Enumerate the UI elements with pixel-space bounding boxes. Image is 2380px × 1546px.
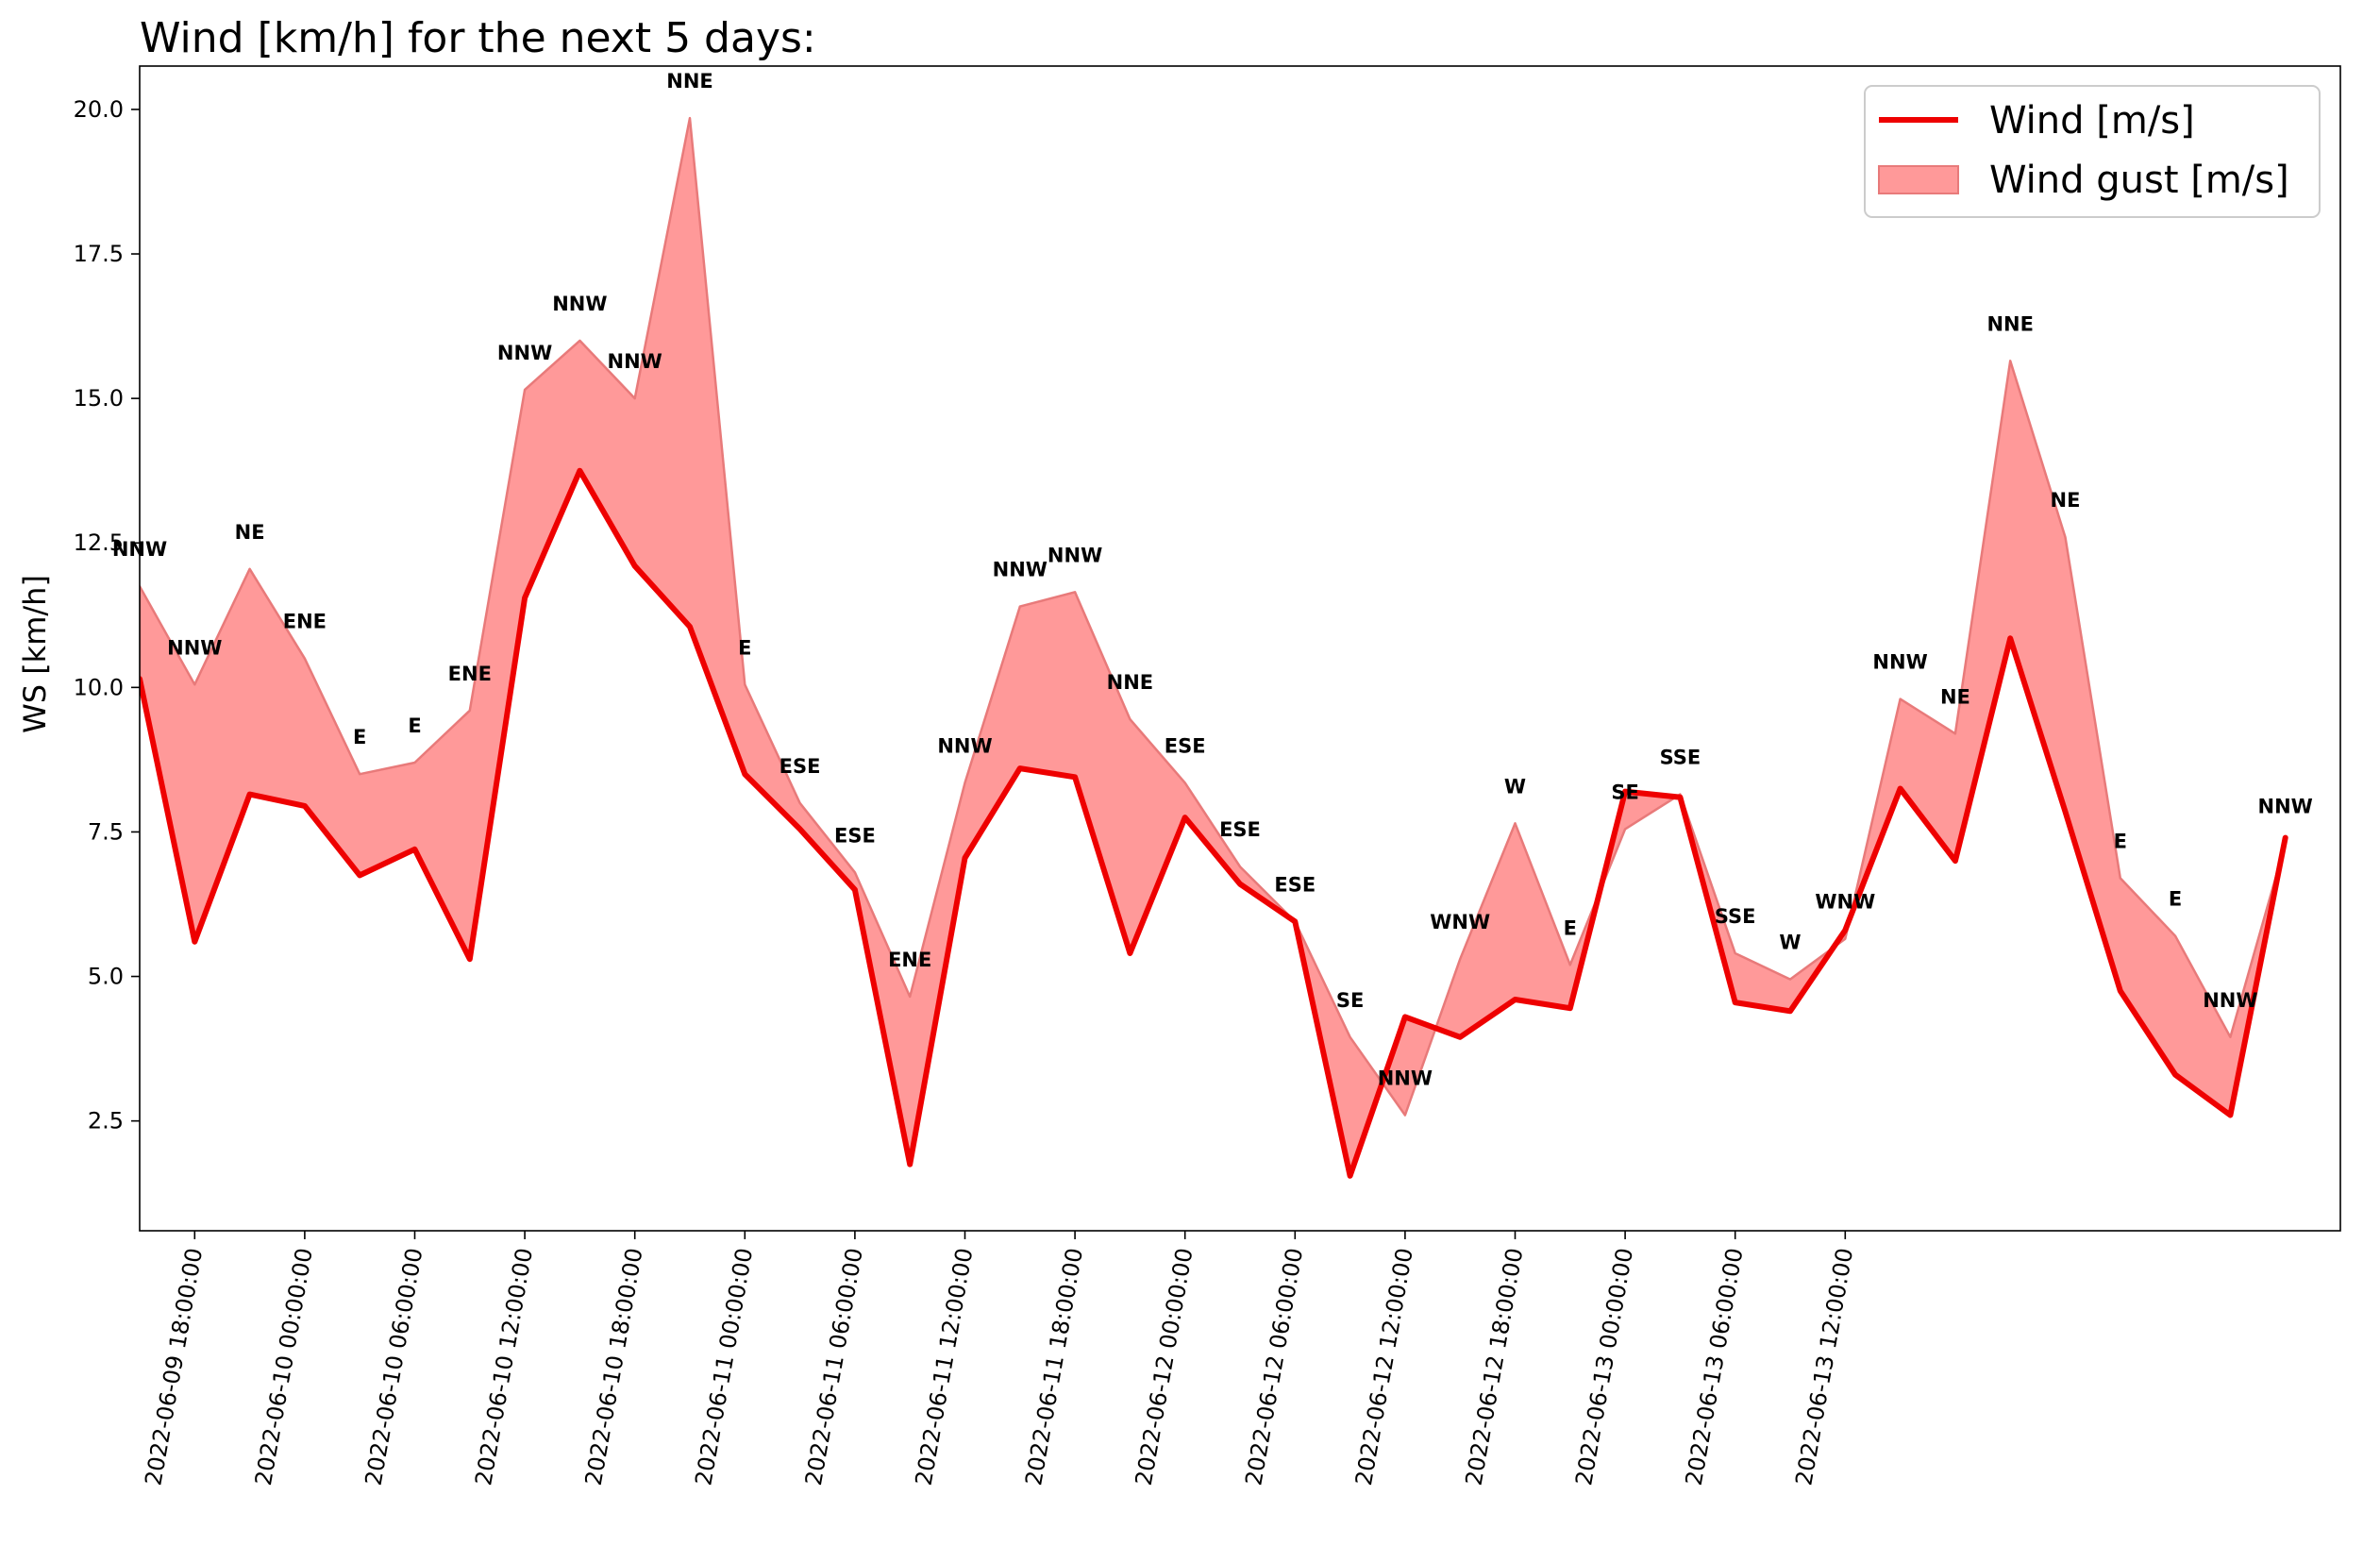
x-tick-label: 2022-06-09 18:00:00 (140, 1246, 208, 1487)
direction-label: NNW (2203, 989, 2257, 1012)
x-tick-label: 2022-06-11 12:00:00 (911, 1246, 979, 1487)
direction-label: NNW (1378, 1067, 1433, 1090)
x-tick-label: 2022-06-10 18:00:00 (580, 1246, 648, 1487)
y-tick-label: 20.0 (74, 96, 124, 123)
chart-title: Wind [km/h] for the next 5 days: (140, 14, 816, 62)
legend: Wind [m/s] Wind gust [m/s] (1864, 85, 2321, 218)
direction-label: NNW (552, 293, 607, 315)
x-tick-label: 2022-06-13 00:00:00 (1570, 1246, 1638, 1487)
direction-label: ESE (1165, 734, 1206, 757)
y-tick-label: 17.5 (74, 241, 124, 267)
x-tick-label: 2022-06-10 12:00:00 (470, 1246, 538, 1487)
x-tick-label: 2022-06-11 06:00:00 (800, 1246, 868, 1487)
direction-label: ESE (779, 755, 821, 778)
direction-label: WNW (1815, 891, 1875, 914)
direction-labels: NNWNNWNEENEEEENENNWNNWNNWNNEEESEESEENENN… (112, 70, 2313, 1089)
y-axis-label: WS [km/h] (17, 575, 53, 733)
y-tick-label: 12.5 (74, 529, 124, 556)
legend-frame (1864, 85, 2321, 218)
direction-label: ESE (834, 824, 876, 847)
direction-label: W (1504, 775, 1526, 798)
direction-label: NNW (1048, 544, 1102, 566)
y-tick-label: 10.0 (74, 674, 124, 700)
direction-label: NNW (1872, 651, 1927, 674)
y-tick-label: 15.0 (74, 385, 124, 412)
x-axis: 2022-06-09 18:00:00 2022-06-10 00:00:00 20… (140, 1231, 1858, 1487)
direction-label: W (1779, 932, 1801, 954)
direction-label: SE (1611, 781, 1638, 803)
direction-label: NNW (167, 636, 222, 659)
direction-label: NNE (1986, 312, 2034, 335)
direction-label: ESE (1274, 873, 1316, 896)
direction-label: E (2114, 830, 2127, 852)
x-tick-label: 2022-06-12 18:00:00 (1461, 1246, 1529, 1487)
direction-label: E (1564, 916, 1577, 939)
direction-label: NE (235, 521, 265, 544)
direction-label: NE (1940, 685, 1970, 708)
y-tick-label: 5.0 (88, 964, 124, 990)
y-tick-label: 2.5 (88, 1108, 124, 1134)
legend-label-wind-gust: Wind gust [m/s] (1989, 159, 2289, 202)
x-tick-label: 2022-06-13 12:00:00 (1790, 1246, 1858, 1487)
direction-label: E (2169, 888, 2182, 911)
direction-label: NNW (497, 342, 552, 364)
direction-label: E (353, 726, 366, 748)
direction-label: NNW (608, 350, 662, 373)
direction-label: NNW (937, 734, 992, 757)
direction-label: NE (2051, 489, 2081, 512)
x-tick-label: 2022-06-13 06:00:00 (1681, 1246, 1749, 1487)
direction-label: SSE (1660, 747, 1701, 769)
y-axis: 2.5 5.0 7.5 10.0 12.5 15.0 17.5 20.0 (74, 96, 140, 1134)
x-tick-label: 2022-06-10 00:00:00 (250, 1246, 318, 1487)
x-tick-label: 2022-06-12 12:00:00 (1350, 1246, 1418, 1487)
direction-label: WNW (1430, 911, 1490, 933)
direction-label: NNW (2258, 796, 2313, 818)
direction-label: NNE (666, 70, 713, 92)
direction-label: NNE (1107, 671, 1154, 694)
x-tick-label: 2022-06-12 00:00:00 (1131, 1246, 1198, 1487)
direction-label: ENE (888, 949, 931, 971)
direction-label: SE (1336, 989, 1364, 1012)
x-tick-label: 2022-06-10 06:00:00 (360, 1246, 428, 1487)
x-tick-label: 2022-06-11 18:00:00 (1020, 1246, 1088, 1487)
y-tick-label: 7.5 (88, 818, 124, 845)
direction-label: ENE (448, 663, 492, 685)
direction-label: ENE (283, 611, 327, 633)
legend-label-wind: Wind [m/s] (1989, 99, 2195, 143)
x-tick-label: 2022-06-11 00:00:00 (690, 1246, 758, 1487)
direction-label: ESE (1219, 818, 1261, 841)
wind-gust-area (140, 116, 2287, 1178)
direction-label: NNW (993, 559, 1048, 581)
plot-frame (139, 65, 2341, 1232)
x-tick-label: 2022-06-12 06:00:00 (1240, 1246, 1308, 1487)
direction-label: E (408, 714, 421, 737)
plot-area (140, 116, 2288, 1179)
wind-line (140, 467, 2288, 1179)
legend-swatch-wind-gust (1878, 165, 1959, 194)
direction-label: SSE (1715, 905, 1756, 928)
direction-label: E (738, 636, 751, 659)
